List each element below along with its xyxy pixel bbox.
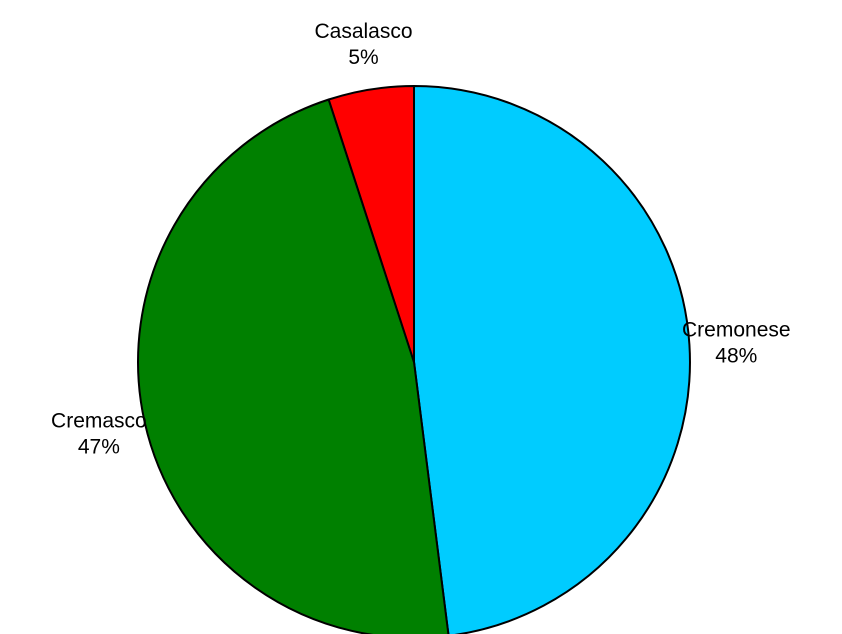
pie-label-name-cremonese: Cremonese xyxy=(682,319,791,342)
pie-label-value-cremasco: 47% xyxy=(78,435,120,458)
pie-label-value-cremonese: 48% xyxy=(715,345,757,368)
pie-slice-cremasco xyxy=(137,98,450,634)
pie-label-name-casalasco: Casalasco xyxy=(314,20,412,43)
pie-slices xyxy=(137,85,691,634)
pie-labels: Cremonese 48% Cremasco 47% Casalasco 5% xyxy=(51,20,791,458)
pie-slice-cremonese xyxy=(413,85,691,634)
pie-label-name-cremasco: Cremasco xyxy=(51,409,147,432)
pie-label-cremonese: Cremonese 48% xyxy=(682,319,791,368)
pie-slice-casalasco xyxy=(327,85,415,363)
pie-label-casalasco: Casalasco 5% xyxy=(314,20,412,69)
pie-label-value-casalasco: 5% xyxy=(348,46,378,69)
pie-label-cremasco: Cremasco 47% xyxy=(51,409,147,458)
